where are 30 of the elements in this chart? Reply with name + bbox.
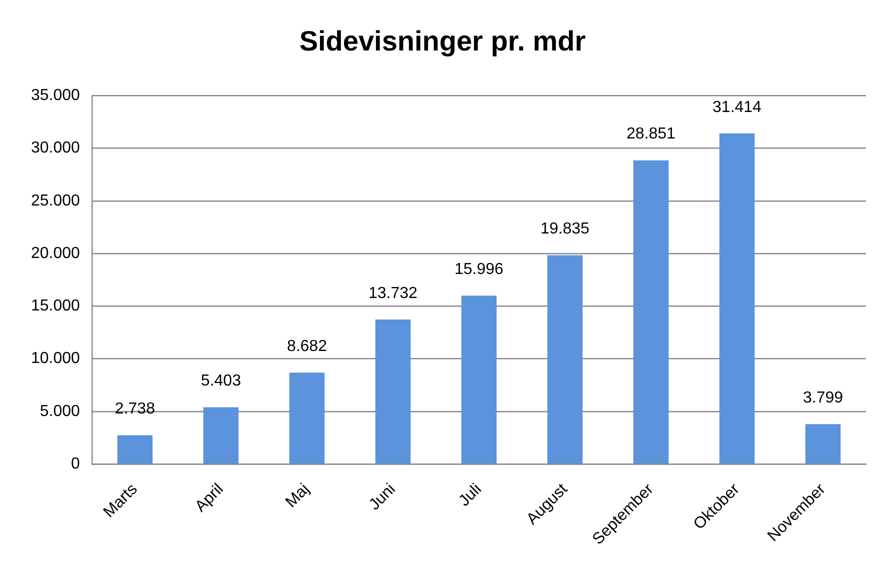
data-label: 5.403 (200, 372, 242, 390)
bar (633, 160, 669, 464)
data-label: 2.738 (114, 400, 156, 418)
y-tick-label: 20.000 (31, 244, 80, 262)
y-tick-label: 35.000 (31, 87, 80, 104)
data-label: 3.799 (802, 389, 844, 406)
bar (203, 407, 239, 464)
y-tick-label: 10.000 (31, 350, 80, 368)
bar (461, 296, 497, 464)
x-tick-label: Juni (366, 480, 399, 514)
data-label: 28.851 (626, 126, 676, 143)
y-tick-label: 30.000 (31, 140, 80, 157)
bar (117, 435, 153, 464)
data-label: 19.835 (540, 220, 590, 238)
data-label: 13.732 (368, 284, 418, 302)
data-label: 8.682 (286, 338, 328, 356)
bar (547, 255, 583, 464)
y-tick-label: 15.000 (31, 298, 80, 315)
y-tick-label: 5.000 (40, 402, 80, 420)
data-label: 15.996 (454, 261, 504, 278)
bar (805, 424, 841, 464)
bar (375, 320, 411, 464)
bar (289, 372, 325, 464)
bar (719, 133, 755, 464)
x-tick-label: Juli (456, 480, 485, 510)
y-tick-label: 25.000 (31, 192, 80, 210)
data-label: 31.414 (712, 98, 762, 116)
y-tick-label: 0 (71, 455, 80, 472)
x-tick-label: Maj (282, 480, 313, 512)
chart-title: Sidevisninger pr. mdr (299, 26, 586, 57)
